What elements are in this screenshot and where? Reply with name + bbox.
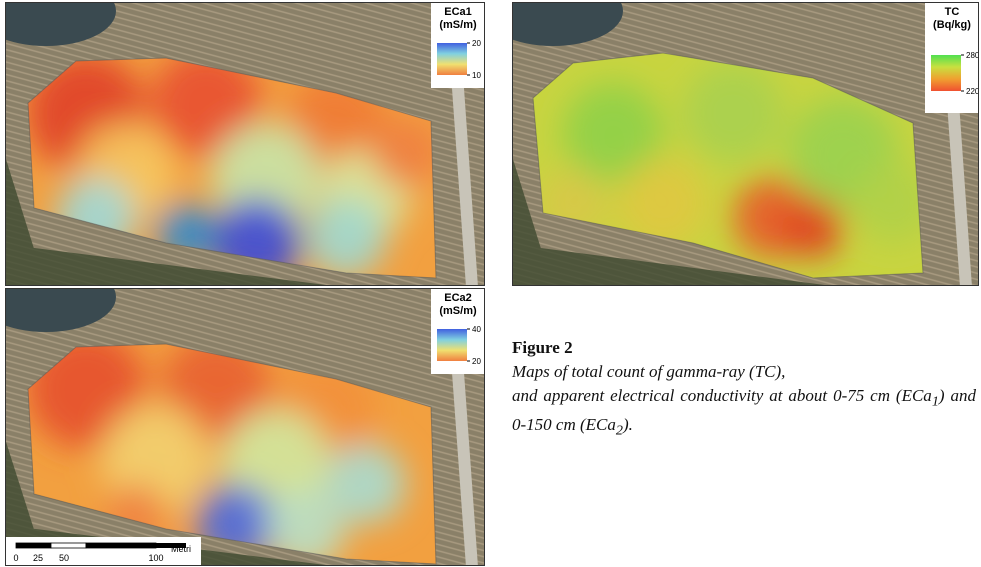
- scale-label: 0: [13, 553, 18, 563]
- figure-label: Figure 2: [512, 336, 976, 360]
- caption-sub: 2: [616, 423, 623, 439]
- legend-unit: (Bq/kg): [933, 19, 971, 31]
- scale-seg: [51, 543, 86, 548]
- caption-part: ).: [623, 415, 633, 434]
- heat-blob: [683, 63, 783, 163]
- legend-tick-label: 220: [966, 87, 979, 96]
- legend-unit: (mS/m): [439, 19, 477, 31]
- scale-seg: [86, 543, 156, 548]
- scale-label: 100: [148, 553, 163, 563]
- scale-unit: Metri: [171, 544, 191, 554]
- caption-text: Maps of total count of gamma-ray (TC), an…: [512, 360, 976, 443]
- heat-blob: [371, 118, 441, 188]
- scale-label: 25: [33, 553, 43, 563]
- legend-title: ECa1: [444, 6, 472, 18]
- legend-tick-label: 20: [472, 357, 481, 366]
- heat-blob: [783, 198, 843, 258]
- scale-label: 50: [59, 553, 69, 563]
- legend-tick-label: 10: [472, 71, 481, 80]
- legend-title: ECa2: [444, 292, 472, 304]
- caption: Figure 2 Maps of total count of gamma-ra…: [512, 336, 976, 443]
- legend-tick-label: 40: [472, 325, 481, 334]
- map-eca2: ECa2(mS/m) 40 20 0 25 50 100 Metri: [5, 288, 485, 566]
- map-tc: TC(Bq/kg) 280 220: [512, 2, 979, 286]
- caption-sub: 1: [932, 393, 939, 409]
- scale-seg: [16, 543, 51, 548]
- legend-tick-label: 20: [472, 39, 481, 48]
- page: ECa1(mS/m)2010 ECa2(mS/m)402002550100Met…: [0, 0, 981, 567]
- heat-blob: [306, 198, 386, 278]
- legend-gradient: [437, 43, 467, 75]
- legend-tick-label: 280: [966, 51, 979, 60]
- caption-part: and apparent electrical conductivity at …: [512, 386, 932, 405]
- legend-gradient: [931, 55, 961, 91]
- legend-gradient: [437, 329, 467, 361]
- legend-title: TC: [945, 6, 960, 18]
- legend-unit: (mS/m): [439, 305, 477, 317]
- caption-part: Maps of total count of gamma-ray (TC),: [512, 362, 785, 381]
- map-eca1: ECa1(mS/m) 20 10: [5, 2, 485, 286]
